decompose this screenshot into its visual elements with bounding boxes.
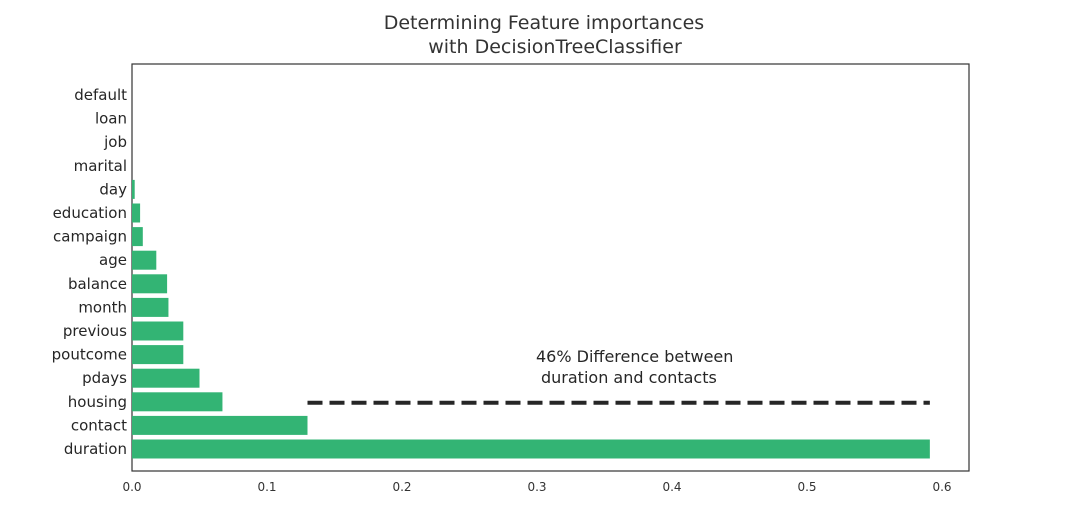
x-tick-label: 0.1 — [257, 480, 276, 494]
bar-previous — [132, 321, 184, 341]
bar-education — [132, 203, 141, 223]
chart-title-line-1: Determining Feature importances — [384, 12, 704, 34]
category-label-age: age — [99, 251, 127, 269]
bar-duration — [132, 439, 930, 459]
category-label-loan: loan — [95, 110, 127, 128]
category-label-pdays: pdays — [82, 369, 127, 387]
chart-title-line-2: with DecisionTreeClassifier — [428, 36, 682, 58]
bars-group — [132, 179, 930, 459]
x-tick-label: 0.4 — [662, 480, 681, 494]
bar-age — [132, 250, 157, 270]
category-label-housing: housing — [68, 393, 127, 411]
category-label-duration: duration — [64, 440, 127, 458]
bar-month — [132, 297, 169, 317]
chart-title: Determining Feature importances with Dec… — [384, 12, 711, 58]
annotation-text: 46% Difference between duration and cont… — [536, 347, 739, 387]
x-tick-label: 0.2 — [392, 480, 411, 494]
bar-poutcome — [132, 345, 184, 365]
x-tick-label: 0.3 — [527, 480, 546, 494]
category-label-balance: balance — [68, 275, 127, 293]
bar-balance — [132, 274, 168, 294]
category-label-previous: previous — [63, 322, 127, 340]
annotation-line-2: duration and contacts — [541, 368, 717, 387]
category-label-job: job — [103, 133, 127, 151]
annotation-line-1: 46% Difference between — [536, 347, 733, 366]
x-tick-label: 0.5 — [797, 480, 816, 494]
x-tick-label: 0.6 — [932, 480, 951, 494]
category-labels: duration contact housing pdays poutcome previ… — [52, 86, 128, 458]
category-label-contact: contact — [71, 416, 127, 434]
x-tick-label: 0.0 — [122, 480, 141, 494]
plot-area-frame — [131, 63, 970, 472]
bar-contact — [132, 415, 308, 435]
bar-pdays — [132, 368, 200, 388]
bar-day — [132, 179, 135, 199]
category-label-day: day — [99, 180, 127, 198]
category-label-campaign: campaign — [53, 228, 127, 246]
category-label-education: education — [53, 204, 127, 222]
category-label-poutcome: poutcome — [52, 346, 127, 364]
category-label-month: month — [78, 298, 127, 316]
category-label-default: default — [74, 86, 127, 104]
bar-housing — [132, 392, 223, 412]
bar-campaign — [132, 227, 143, 247]
category-label-marital: marital — [74, 157, 127, 175]
x-axis-ticks: 0.0 0.1 0.2 0.3 0.4 0.5 0.6 — [122, 480, 951, 494]
